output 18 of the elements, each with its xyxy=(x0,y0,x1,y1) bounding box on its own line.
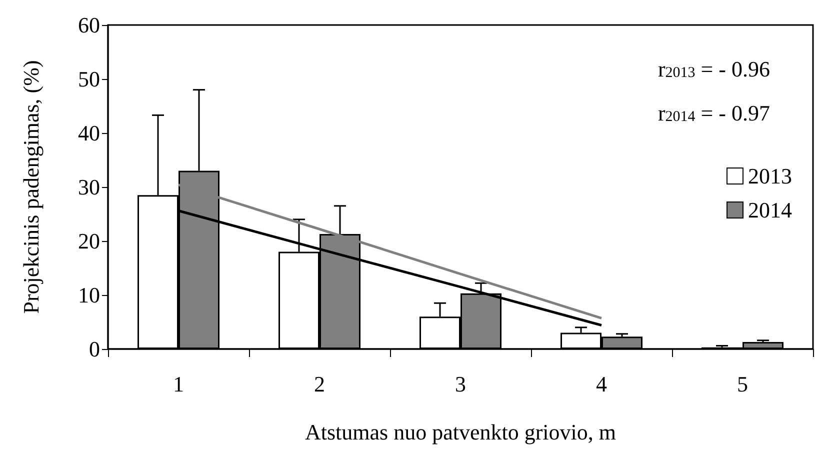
x-tick-label: 5 xyxy=(737,372,748,396)
y-tick-label: 0 xyxy=(89,336,100,362)
legend-label: 2014 xyxy=(748,198,792,222)
y-axis-title: Projekcinis padengimas, (%) xyxy=(18,60,44,314)
x-tick-label: 2 xyxy=(314,372,325,396)
y-tick-label: 30 xyxy=(78,174,100,200)
y-tick-label: 60 xyxy=(78,12,100,38)
x-tick-label: 3 xyxy=(455,372,466,396)
x-tick-label: 4 xyxy=(596,372,607,396)
x-axis-title: Atstumas nuo patvenkto griovio, m xyxy=(304,420,616,444)
annotation: r2014 = - 0.97 xyxy=(658,100,770,126)
x-tick-label: 1 xyxy=(173,372,184,396)
y-tick-label: 50 xyxy=(78,66,100,92)
annotation: r2013 = - 0.96 xyxy=(658,56,770,82)
y-tick-label: 10 xyxy=(78,282,100,308)
y-tick-label: 40 xyxy=(78,120,100,146)
y-tick-label: 20 xyxy=(78,228,100,254)
legend-label: 2013 xyxy=(748,164,792,188)
